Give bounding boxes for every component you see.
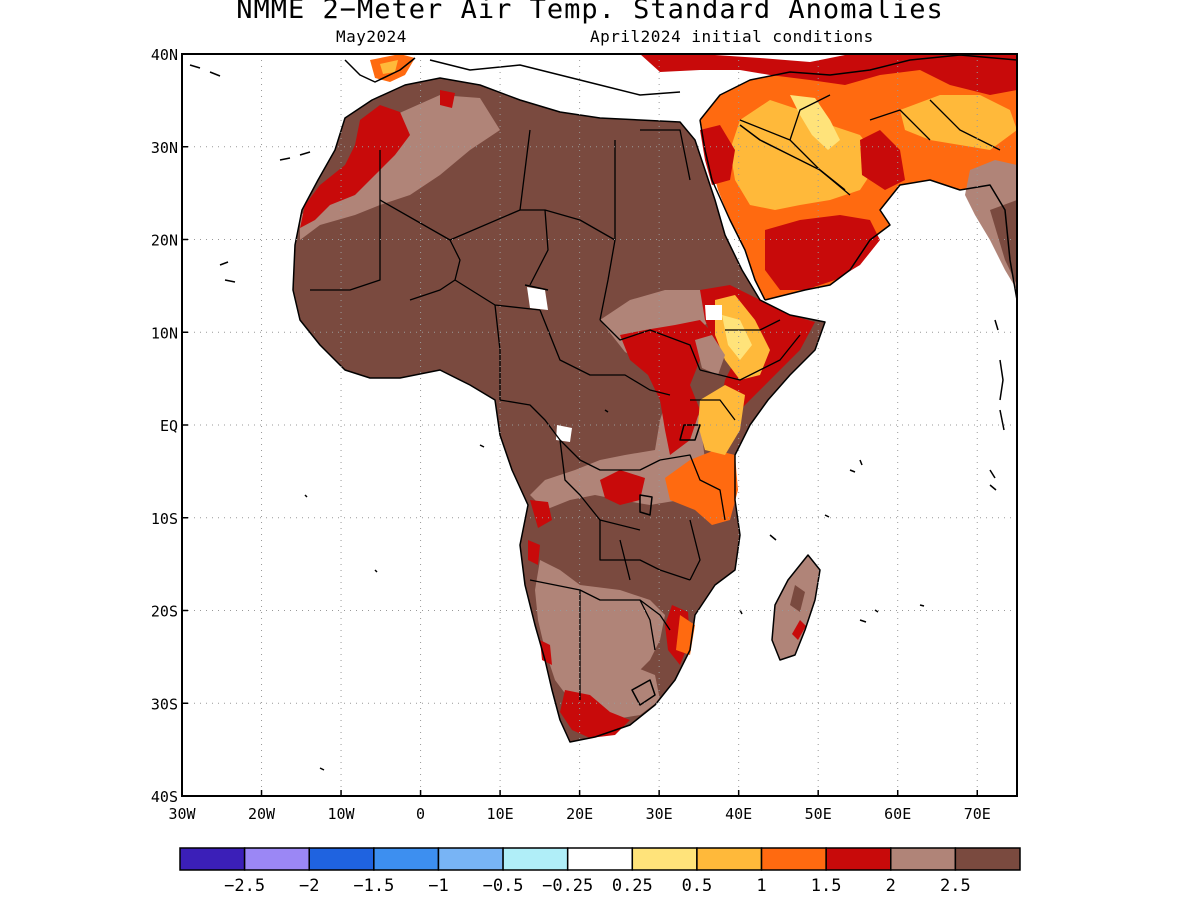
lon-tick-label: 70E — [964, 805, 991, 823]
lat-tick-label: 40N — [151, 46, 178, 64]
lon-tick-label: 40E — [725, 805, 752, 823]
lon-tick-label: 10E — [487, 805, 514, 823]
colorbar-label: −0.25 — [542, 876, 593, 896]
lon-tick-label: 20E — [566, 805, 593, 823]
map-field — [189, 54, 1017, 771]
coastlines — [292, 54, 1017, 743]
colorbar-swatch — [243, 847, 310, 871]
lon-tick-label: 30W — [168, 805, 196, 823]
map-frame — [181, 53, 1018, 797]
colorbar-swatch — [373, 847, 440, 871]
anomaly-zone-red — [300, 105, 410, 228]
lat-tick-label: 40S — [151, 788, 178, 806]
map-title: NMME 2−Meter Air Temp. Standard Anomalie… — [236, 0, 944, 25]
lon-tick-label: 60E — [884, 805, 911, 823]
colorbar-label: −1.5 — [353, 876, 394, 896]
lat-tick-label: 20S — [151, 603, 178, 621]
initial-conditions-label: April2024 initial conditions — [590, 27, 874, 46]
lon-tick-label: 0 — [416, 805, 425, 823]
colorbar-swatch — [890, 847, 957, 871]
colorbar-label: −2 — [299, 876, 319, 896]
gridlines — [181, 53, 1017, 797]
colorbar-swatch — [696, 847, 763, 871]
anomaly-zone-orange — [665, 450, 738, 525]
lon-tick-label: 10W — [328, 805, 356, 823]
islands — [189, 64, 1005, 771]
colorbar-label: 0.5 — [682, 876, 713, 896]
colorbar-swatch — [954, 847, 1021, 871]
colorbar-swatch — [760, 847, 827, 871]
colorbar — [179, 847, 1021, 871]
colorbar-swatch — [566, 847, 634, 871]
lon-tick-label: 20W — [248, 805, 276, 823]
colorbar-swatch — [825, 847, 892, 871]
colorbar-label: 2.5 — [940, 876, 971, 896]
colorbar-label: 1.5 — [811, 876, 842, 896]
lon-tick-label: 30E — [646, 805, 673, 823]
colorbar-label: 2 — [886, 876, 896, 896]
latitude-labels: 40N 30N 20N 10N EQ 10S 20S 30S 40S — [151, 46, 178, 806]
lat-tick-label: 10N — [151, 324, 178, 342]
colorbar-swatch — [179, 847, 246, 871]
colorbar-label: −1 — [428, 876, 448, 896]
lat-tick-label: 30N — [151, 139, 178, 157]
longitude-labels: 30W 20W 10W 0 10E 20E 30E 40E 50E 60E 70E — [168, 805, 990, 823]
colorbar-label: −2.5 — [224, 876, 265, 896]
forecast-month: May2024 — [336, 27, 407, 46]
lat-tick-label: 30S — [151, 695, 178, 713]
colorbar-swatch — [437, 847, 504, 871]
lat-tick-label: 20N — [151, 232, 178, 250]
lon-tick-label: 50E — [805, 805, 832, 823]
lat-tick-label: 10S — [151, 510, 178, 528]
colorbar-swatch — [308, 847, 375, 871]
anomaly-zone-light-brown — [300, 95, 500, 240]
colorbar-label: 0.25 — [612, 876, 653, 896]
colorbar-swatch — [502, 847, 569, 871]
colorbar-labels: −2.5 −2 −1.5 −1 −0.5 −0.25 0.25 0.5 1 1.5 2 2.5 — [224, 876, 971, 896]
colorbar-label: 1 — [756, 876, 766, 896]
colorbar-label: −0.5 — [483, 876, 524, 896]
colorbar-swatch — [631, 847, 698, 871]
lat-tick-label: EQ — [160, 417, 178, 435]
